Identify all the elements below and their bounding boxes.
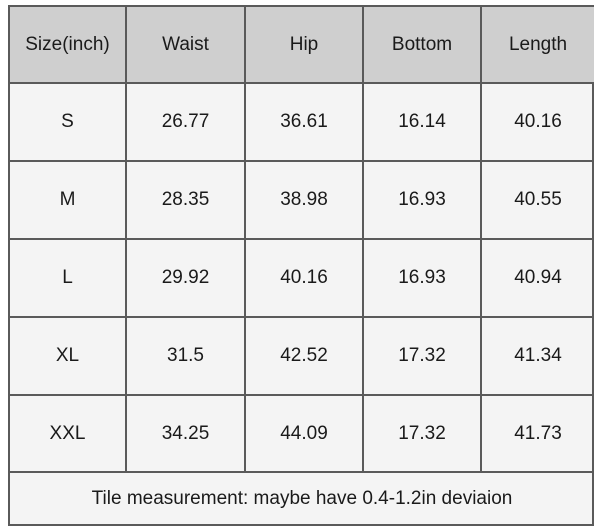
table-cell: 17.32 (364, 318, 482, 396)
table-cell: S (10, 84, 127, 162)
table-cell: 17.32 (364, 396, 482, 473)
table-cell: 16.14 (364, 84, 482, 162)
table-cell: 28.35 (127, 162, 246, 240)
table-cell: 36.61 (246, 84, 364, 162)
table-cell: 40.94 (482, 240, 594, 318)
table-cell: 44.09 (246, 396, 364, 473)
table-cell: 41.34 (482, 318, 594, 396)
table-cell: 40.55 (482, 162, 594, 240)
table-cell: 38.98 (246, 162, 364, 240)
table-cell: 34.25 (127, 396, 246, 473)
table-cell: 31.5 (127, 318, 246, 396)
table-cell: 42.52 (246, 318, 364, 396)
header-cell: Size(inch) (10, 7, 127, 84)
table-cell: 41.73 (482, 396, 594, 473)
footnote: Tile measurement: maybe have 0.4-1.2in d… (91, 487, 513, 509)
table-cell: 40.16 (246, 240, 364, 318)
table-cell: 29.92 (127, 240, 246, 318)
header-cell: Bottom (364, 7, 482, 84)
table-cell: 40.16 (482, 84, 594, 162)
table-cell: M (10, 162, 127, 240)
table-cell: 16.93 (364, 240, 482, 318)
table-cell: 26.77 (127, 84, 246, 162)
header-cell: Hip (246, 7, 364, 84)
header-cell: Length (482, 7, 594, 84)
table-cell: XL (10, 318, 127, 396)
table-cell: XXL (10, 396, 127, 473)
table-cell: L (10, 240, 127, 318)
header-cell: Waist (127, 7, 246, 84)
table-cell: 16.93 (364, 162, 482, 240)
size-table: Size(inch) Waist Hip Bottom Length S 26.77 36.6… (8, 5, 594, 526)
